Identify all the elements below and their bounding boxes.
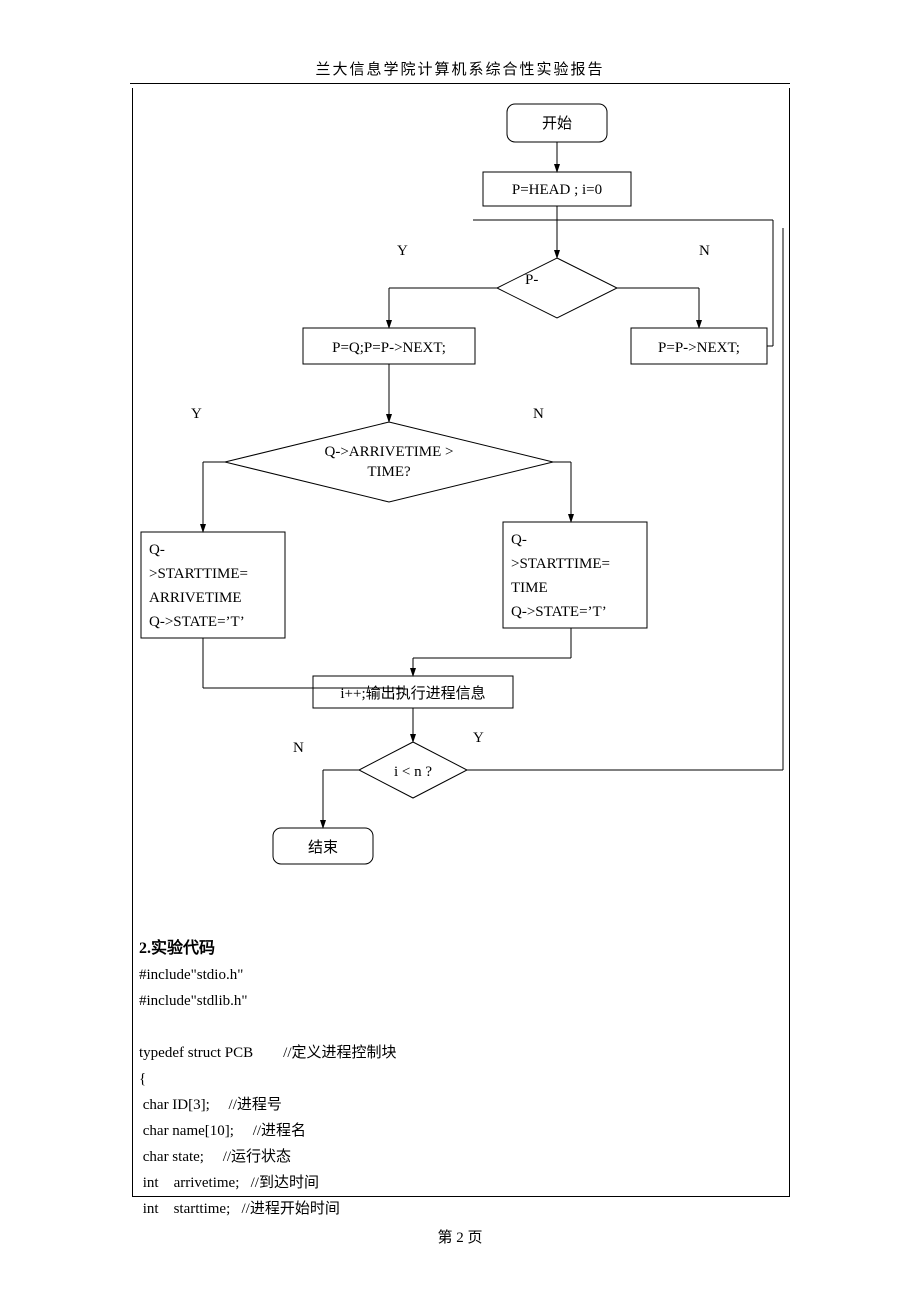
- node-procN2-l1: Q-: [511, 532, 527, 548]
- node-dec2-label2: TIME?: [367, 464, 411, 480]
- label-n3: N: [293, 740, 304, 756]
- node-dec1: [497, 258, 617, 318]
- code-line: typedef struct PCB //定义进程控制块: [139, 1045, 397, 1061]
- node-procY2-l1: Q-: [149, 542, 165, 558]
- node-dec1-label: P-: [525, 272, 538, 288]
- node-procN2-l4: Q->STATE=’T’: [511, 604, 607, 620]
- node-end-label: 结束: [308, 839, 338, 856]
- label-n2: N: [533, 406, 544, 422]
- node-dec3-label: i < n ?: [394, 764, 432, 780]
- node-dec2-label1: Q->ARRIVETIME >: [325, 444, 454, 460]
- code-line: {: [139, 1071, 146, 1087]
- flowchart: 开始 P=HEAD ; i=0 P- Y N P=Q;P=P->NEXT; P=…: [133, 88, 793, 888]
- node-init-label: P=HEAD ; i=0: [512, 182, 602, 198]
- code-block: #include"stdio.h" #include"stdlib.h" typ…: [139, 962, 397, 1222]
- node-dec2: [225, 422, 553, 502]
- node-procY2-l4: Q->STATE=’T’: [149, 614, 245, 630]
- code-line: #include"stdio.h": [139, 967, 243, 983]
- node-procN1-label: P=P->NEXT;: [658, 340, 740, 356]
- code-line: int starttime; //进程开始时间: [139, 1201, 340, 1217]
- code-line: char name[10]; //进程名: [139, 1123, 306, 1139]
- code-line: char ID[3]; //进程号: [139, 1097, 282, 1113]
- node-procY2-l2: >STARTTIME=: [149, 566, 248, 582]
- node-procY2-l3: ARRIVETIME: [149, 590, 242, 606]
- label-y3: Y: [473, 730, 484, 746]
- node-procN2-l2: >STARTTIME=: [511, 556, 610, 572]
- label-y2: Y: [191, 406, 202, 422]
- label-n1: N: [699, 243, 710, 259]
- header-title: 兰大信息学院计算机系综合性实验报告: [315, 62, 604, 78]
- label-y1: Y: [397, 243, 408, 259]
- page-footer: 第 2 页: [0, 1226, 920, 1247]
- node-procN2-l3: TIME: [511, 580, 548, 596]
- page-header: 兰大信息学院计算机系综合性实验报告: [0, 0, 920, 79]
- node-out-label: i++;输出执行进程信息: [340, 685, 485, 702]
- header-rule: [130, 83, 790, 84]
- document-page: 兰大信息学院计算机系综合性实验报告 开始 P=HEAD ; i=0 P- Y: [0, 0, 920, 1302]
- code-line: int arrivetime; //到达时间: [139, 1175, 319, 1191]
- code-line: char state; //运行状态: [139, 1149, 291, 1165]
- code-line: #include"stdlib.h": [139, 993, 248, 1009]
- node-start-label: 开始: [542, 115, 572, 132]
- section2-title: 2.实验代码: [139, 934, 215, 958]
- node-procY1-label: P=Q;P=P->NEXT;: [332, 340, 446, 356]
- page-number: 第 2 页: [437, 1230, 482, 1246]
- content-frame: 开始 P=HEAD ; i=0 P- Y N P=Q;P=P->NEXT; P=…: [132, 88, 790, 1197]
